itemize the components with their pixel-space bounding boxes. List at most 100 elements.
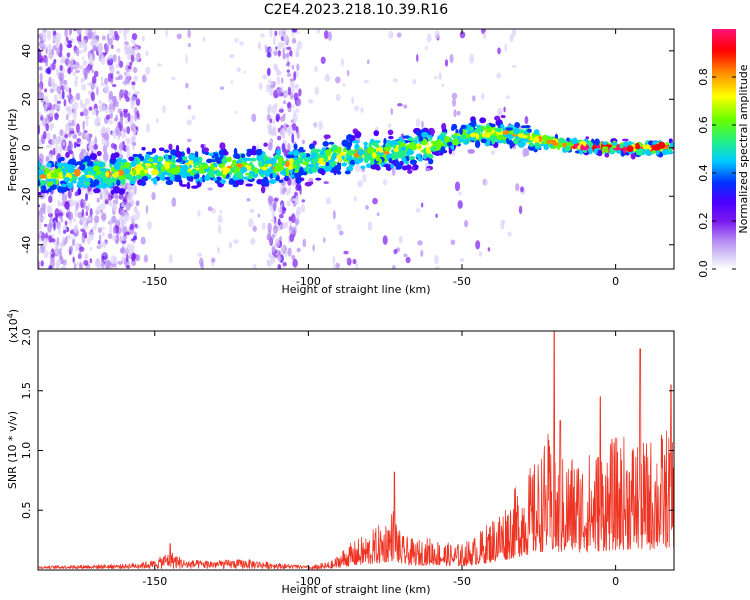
heatmap-noise-cell [230, 80, 234, 84]
heatmap-ridge-cell [336, 154, 342, 159]
heatmap-ridge-cell [339, 151, 346, 156]
heatmap-ridge-cell [298, 169, 305, 176]
heatmap-noise-cell [109, 112, 113, 119]
heatmap-ridge-cell [368, 142, 372, 149]
heatmap-noise-cell [66, 94, 73, 99]
heatmap-noise-cell [115, 239, 119, 244]
heatmap-noise-cell [118, 216, 123, 222]
heatmap-noise-cell [338, 230, 344, 236]
heatmap-ridge-cell [161, 175, 166, 182]
heatmap-noise-cell [83, 259, 89, 266]
heatmap-ridge-cell [255, 148, 263, 156]
heatmap-noise-cell [104, 132, 110, 142]
heatmap-noise-cell [68, 149, 73, 155]
heatmap-noise-cell [415, 207, 421, 213]
heatmap-ridge-cell [47, 188, 52, 192]
heatmap-noise-cell [367, 59, 370, 65]
heatmap-ridge-cell [475, 132, 480, 140]
heatmap-noise-cell [44, 237, 49, 243]
heatmap-noise-cell [472, 95, 476, 102]
heatmap-ridge-cell [279, 160, 283, 165]
heatmap-noise-cell [295, 210, 300, 219]
heatmap-noise-cell [38, 42, 44, 48]
heatmap-noise-cell [40, 260, 44, 267]
heatmap-noise-cell [125, 144, 131, 153]
heatmap-noise-cell [133, 206, 137, 212]
heatmap-noise-cell [48, 109, 55, 118]
heatmap-noise-cell [125, 231, 131, 236]
heatmap-noise-cell [84, 115, 90, 120]
heatmap-ridge-cell [507, 133, 513, 140]
heatmap-ridge-cell [248, 173, 253, 180]
heatmap-ridge-cell [245, 172, 249, 176]
heatmap-noise-cell [41, 29, 46, 40]
heatmap-ridge-cell [240, 166, 248, 173]
heatmap-ridge-cell [395, 163, 403, 170]
heatmap-ridge-cell [485, 131, 491, 138]
heatmap-noise-cell [451, 92, 458, 100]
heatmap-ridge-cell [193, 157, 200, 164]
heatmap-ridge-cell [479, 117, 487, 124]
heatmap-noise-cell [113, 129, 117, 140]
heatmap-ridge-cell [401, 150, 407, 158]
heatmap-ridge-cell [207, 169, 215, 177]
heatmap-noise-cell [91, 69, 95, 73]
heatmap-noise-cell [524, 116, 529, 125]
heatmap-noise-cell [78, 65, 84, 70]
heatmap-noise-cell [312, 244, 315, 252]
heatmap-noise-cell [116, 70, 120, 75]
heatmap-ridge-cell [657, 141, 666, 150]
heatmap-noise-cell [327, 31, 332, 41]
heatmap-ridge-cell [385, 164, 392, 171]
heatmap-ridge-cell [219, 142, 226, 150]
heatmap-noise-cell [478, 251, 483, 257]
heatmap-ridge-cell [96, 150, 102, 157]
heatmap-noise-cell [93, 70, 99, 78]
heatmap-noise-cell [119, 115, 124, 126]
heatmap-noise-cell [504, 43, 508, 53]
spectrogram-panel: -150 -100 -50 0 -40 -20 0 20 40 Height of strai… [6, 28, 675, 296]
heatmap-noise-cell [80, 83, 87, 91]
heatmap-noise-cell [286, 73, 292, 77]
heatmap-noise-cell [271, 246, 276, 254]
heatmap-noise-cell [300, 203, 306, 213]
heatmap-ridge-cell [270, 158, 276, 163]
heatmap-noise-cell [64, 220, 68, 226]
heatmap-ridge-cell [170, 167, 176, 174]
heatmap-noise-cell [89, 246, 93, 251]
heatmap-noise-cell [352, 258, 357, 265]
heatmap-noise-cell [96, 205, 101, 215]
heatmap-noise-cell [76, 29, 82, 36]
heatmap-ridge-cell [390, 163, 395, 169]
heatmap-ridge-cell [481, 133, 486, 138]
heatmap-noise-cell [269, 29, 273, 38]
heatmap-noise-cell [98, 100, 103, 105]
heatmap-noise-cell [79, 111, 84, 117]
heatmap-ridge-cell [175, 150, 182, 158]
heatmap-noise-cell [417, 240, 423, 246]
heatmap-noise-cell [121, 255, 127, 264]
heatmap-ridge-cell [221, 157, 228, 164]
heatmap-noise-cell [136, 110, 140, 119]
heatmap-ridge-cell [293, 143, 298, 150]
heatmap-ridge-cell [123, 162, 131, 168]
heatmap-ridge-cell [258, 159, 263, 167]
heatmap-noise-cell [146, 123, 150, 134]
heatmap-noise-cell [296, 97, 302, 107]
heatmap-noise-cell [118, 29, 122, 34]
heatmap-noise-cell [260, 33, 265, 38]
heatmap-noise-cell [135, 98, 141, 106]
heatmap-noise-cell [74, 78, 78, 88]
heatmap-ridge-cell [186, 147, 191, 155]
heatmap-noise-cell [279, 213, 284, 219]
heatmap-ridge-cell [220, 179, 226, 184]
heatmap-ridge-cell [634, 145, 641, 150]
heatmap-noise-cell [59, 64, 63, 72]
heatmap-noise-cell [130, 54, 135, 63]
heatmap-ridge-cell [363, 145, 368, 150]
heatmap-noise-cell [81, 208, 84, 218]
heatmap-ridge-cell [219, 151, 224, 159]
heatmap-noise-cell [298, 88, 302, 97]
heatmap-ridge-cell [251, 145, 257, 151]
heatmap-noise-cell [392, 264, 396, 269]
